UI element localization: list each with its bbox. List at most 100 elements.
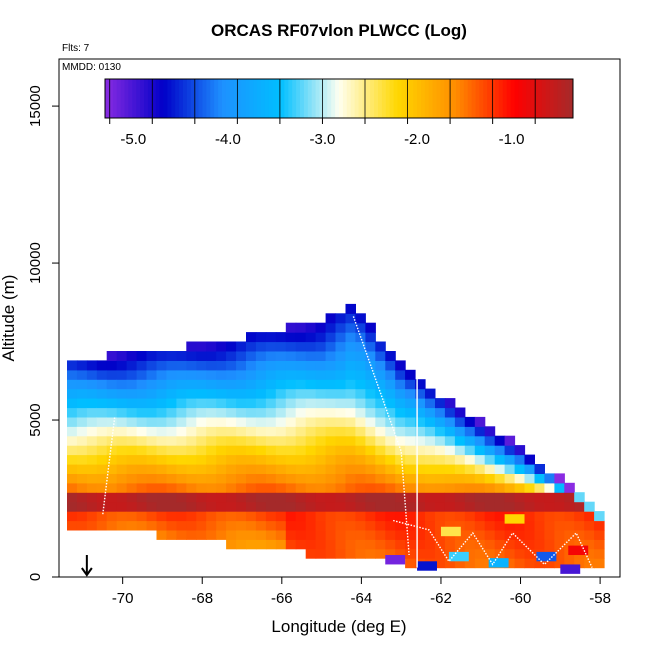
heat-cell	[405, 482, 416, 493]
heat-cell	[365, 407, 376, 418]
heat-cell	[246, 445, 257, 456]
heat-cell	[116, 482, 128, 493]
heat-cell	[395, 388, 406, 399]
heat-cell	[584, 548, 595, 559]
heat-cell	[255, 388, 267, 399]
heat-cell	[275, 379, 287, 390]
heat-cell	[226, 454, 237, 465]
colorbar-segment	[132, 79, 137, 118]
heat-cell	[126, 398, 138, 409]
colorbar-segment	[452, 79, 457, 118]
heat-cell	[514, 445, 526, 456]
heat-cell	[76, 445, 88, 456]
heat-cell	[166, 360, 177, 371]
heat-cell	[435, 492, 446, 503]
heat-cell	[265, 520, 277, 531]
heat-cell	[126, 492, 138, 503]
heat-cell	[156, 529, 167, 540]
colorbar-segment	[264, 79, 270, 118]
heat-cell	[345, 360, 356, 371]
heat-cell	[335, 398, 346, 409]
heat-cell	[395, 501, 406, 512]
heat-cell	[385, 555, 406, 565]
heat-cell	[325, 445, 337, 456]
heat-cell	[156, 492, 167, 503]
heat-cell	[444, 473, 456, 484]
heat-cell	[246, 435, 257, 446]
heat-cell	[295, 341, 307, 352]
heat-cell	[136, 369, 148, 380]
heat-cell	[136, 398, 148, 409]
colorbar-segment	[245, 79, 250, 118]
heat-cell	[564, 511, 575, 522]
heat-cell	[226, 388, 237, 399]
heat-cell	[425, 445, 436, 456]
heat-cell	[206, 435, 217, 446]
heat-cell	[236, 539, 247, 550]
heat-cell	[395, 511, 406, 522]
heat-cell	[345, 398, 356, 409]
heat-cell	[405, 501, 416, 512]
heat-cell	[106, 407, 118, 418]
heat-cell	[116, 407, 128, 418]
heat-cell	[395, 426, 406, 437]
colorbar-segment	[319, 79, 324, 118]
heat-cell	[415, 454, 426, 465]
heat-cell	[295, 351, 307, 361]
heat-cell	[186, 351, 197, 361]
heat-cell	[325, 369, 337, 380]
heat-cell	[315, 511, 327, 522]
heat-cell	[325, 341, 337, 352]
heat-cell	[275, 341, 287, 352]
heat-cell	[444, 398, 456, 409]
colorbar-segment	[553, 79, 558, 118]
heat-cell	[315, 369, 327, 380]
heat-cell	[375, 539, 386, 550]
heat-cell	[474, 529, 486, 540]
heat-cell	[355, 464, 366, 474]
heat-cell	[176, 473, 187, 484]
heat-cell	[365, 435, 376, 446]
heat-cell	[246, 426, 257, 437]
heat-cell	[315, 445, 327, 456]
heat-cell	[385, 520, 396, 531]
heat-cell	[275, 351, 287, 361]
heat-cell	[186, 416, 197, 427]
heat-cell	[435, 398, 446, 409]
heat-cell	[86, 482, 98, 493]
heat-cell	[315, 322, 327, 333]
heat-cell	[216, 435, 227, 446]
heat-cell	[415, 511, 426, 522]
heat-cell	[574, 501, 585, 512]
heat-cell	[574, 558, 585, 569]
heat-cell	[484, 482, 496, 493]
heat-cell	[574, 520, 585, 531]
heat-cell	[216, 473, 227, 484]
heat-cell	[196, 511, 207, 522]
heat-cell	[285, 492, 297, 503]
colorbar-segment	[381, 79, 387, 118]
heat-cell	[156, 426, 167, 437]
heat-cell	[355, 529, 366, 540]
heat-cell	[196, 492, 207, 503]
heat-cell	[206, 464, 217, 474]
y-tick-label: 0	[27, 573, 44, 581]
heat-cell	[246, 511, 257, 522]
heat-cell	[226, 539, 237, 550]
colorbar-segment	[459, 79, 465, 118]
heat-cell	[425, 388, 436, 399]
heat-cell	[375, 379, 386, 390]
heat-cell	[375, 445, 386, 456]
heat-cell	[206, 454, 217, 465]
heat-cell	[365, 492, 376, 503]
heat-cell	[246, 492, 257, 503]
colorbar-segment	[120, 79, 125, 118]
heat-cell	[166, 407, 177, 418]
heat-cell	[415, 435, 426, 446]
heat-cell	[484, 454, 496, 465]
heat-cell	[444, 445, 456, 456]
heat-cell	[246, 454, 257, 465]
heat-cell	[534, 492, 545, 503]
heat-cell	[355, 539, 366, 550]
colorbar-segment	[467, 79, 473, 118]
